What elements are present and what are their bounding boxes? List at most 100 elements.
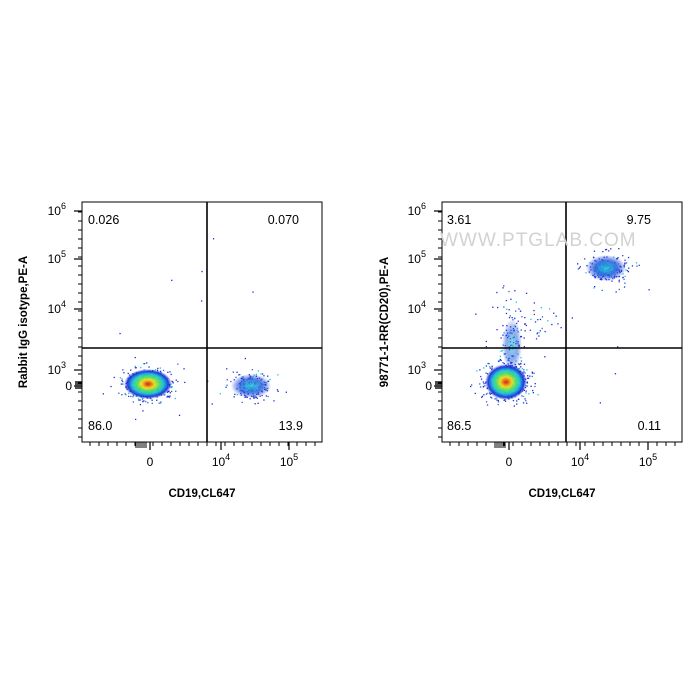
event-dot [485, 401, 488, 403]
event-dot [532, 389, 534, 392]
event-dot [618, 288, 620, 291]
plot-2-cluster-cd20-pos-cd19-neg [502, 319, 522, 371]
event-dot [520, 329, 522, 331]
event-dot [502, 287, 504, 289]
event-dot [144, 363, 146, 365]
event-dot [526, 402, 528, 404]
event-dot [544, 330, 546, 333]
event-dot [486, 404, 489, 406]
event-dot [536, 332, 539, 334]
event-dot [585, 272, 587, 274]
plot-1-y-ticks: 0 103 104 105 106 [48, 201, 82, 438]
event-dot [524, 398, 526, 400]
event-dot [480, 375, 482, 378]
event-dot [239, 374, 241, 376]
event-dot [481, 395, 484, 398]
event-dot [232, 371, 234, 373]
event-dot [510, 298, 512, 300]
event-dot [618, 281, 620, 283]
event-dot [515, 310, 517, 312]
event-dot [531, 371, 533, 373]
event-dot [638, 264, 640, 266]
event-dot [158, 402, 160, 404]
event-dot [496, 291, 498, 294]
event-dot [485, 346, 487, 348]
event-dot [505, 312, 508, 315]
y-tick-label: 103 [408, 360, 426, 377]
event-dot [494, 398, 496, 400]
event-dot [251, 369, 253, 371]
event-dot [522, 402, 525, 404]
event-dot [238, 374, 240, 376]
plot-1-quadrant-top-right: 0.070 [268, 213, 299, 227]
event-dot [483, 383, 485, 385]
event-dot [489, 393, 491, 395]
plot-1-frame [81, 201, 323, 443]
event-dot [121, 383, 123, 385]
event-dot [491, 365, 493, 367]
event-dot [499, 355, 501, 358]
event-dot [535, 338, 538, 340]
event-dot [530, 318, 532, 320]
event-dot [174, 397, 176, 400]
event-dot [102, 393, 104, 395]
event-dot [201, 300, 203, 302]
event-dot [128, 395, 130, 397]
event-dot [525, 324, 527, 327]
plot-1-quadrant-top-left: 0.026 [88, 213, 119, 227]
event-dot [225, 386, 227, 388]
event-dot [151, 399, 153, 401]
event-dot [177, 380, 179, 383]
event-dot [526, 385, 528, 387]
plot-2-cluster-cd19-neg [485, 364, 527, 400]
event-dot [636, 265, 638, 267]
x-tick-label: 105 [280, 452, 298, 469]
event-dot [241, 401, 243, 403]
event-dot [253, 397, 255, 399]
event-dot [514, 317, 516, 320]
plot-2-y-ticks: 0 103 104 105 106 [408, 201, 442, 438]
event-dot [121, 379, 123, 382]
event-dot [211, 403, 213, 405]
event-dot [142, 401, 144, 403]
event-dot [512, 399, 515, 402]
event-dot [517, 320, 519, 322]
event-dot [548, 308, 551, 310]
event-dot [524, 372, 526, 374]
event-dot [175, 379, 177, 381]
event-dot [495, 397, 498, 399]
event-dot [555, 315, 557, 317]
event-dot [257, 402, 259, 404]
event-dot [520, 366, 522, 368]
event-dot [159, 367, 161, 369]
event-dot [172, 381, 174, 383]
event-dot [529, 375, 531, 377]
event-dot [504, 400, 507, 402]
event-dot [593, 250, 596, 252]
event-dot [171, 380, 173, 382]
plot-2-x-axis-title: CD19,CL647 [528, 488, 595, 500]
event-dot [484, 385, 486, 387]
event-dot [132, 401, 134, 403]
event-dot [226, 384, 228, 386]
event-dot [533, 309, 535, 312]
y-tick-label: 104 [408, 299, 426, 316]
event-dot [623, 278, 625, 280]
y-tick-label: 105 [408, 249, 426, 266]
event-dot [177, 363, 179, 365]
event-dot [496, 329, 498, 331]
event-dot [500, 350, 502, 352]
plot-2-quadrant-top-right: 9.75 [627, 213, 651, 227]
event-dot [485, 393, 488, 395]
event-dot [139, 399, 141, 401]
event-dot [624, 259, 626, 261]
x-tick-label: 105 [639, 452, 657, 469]
event-dot [201, 270, 203, 273]
event-dot [551, 323, 553, 326]
event-dot [534, 321, 537, 323]
event-dot [219, 393, 221, 395]
event-dot [135, 367, 137, 369]
event-dot [508, 309, 510, 311]
event-dot [617, 346, 619, 348]
